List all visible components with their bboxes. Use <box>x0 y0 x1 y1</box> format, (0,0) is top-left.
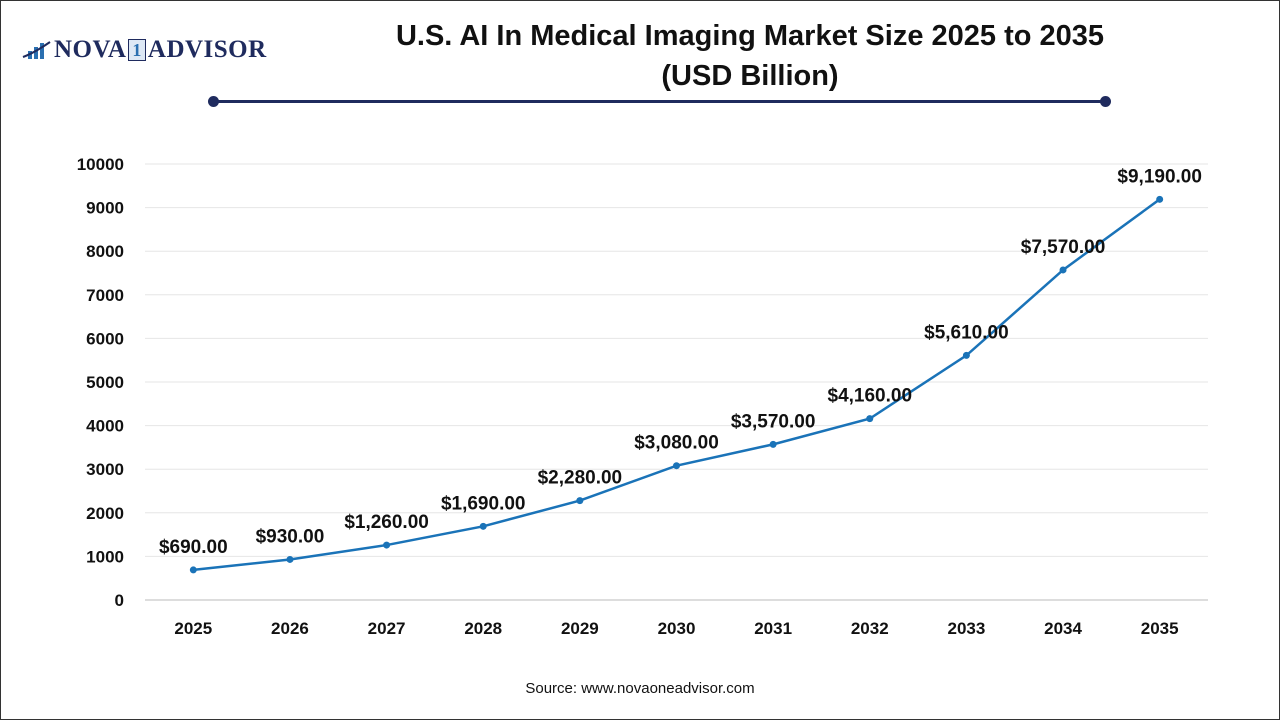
logo-text-nova: NOVA <box>54 36 127 63</box>
data-point <box>286 555 294 563</box>
data-label: $4,160.00 <box>828 386 913 407</box>
title-rule-dot-right <box>1100 96 1111 107</box>
data-label: $3,080.00 <box>634 433 719 454</box>
y-tick-label: 6000 <box>86 329 124 348</box>
source-note: Source: www.novaoneadvisor.com <box>525 680 755 697</box>
x-tick-label: 2026 <box>271 619 309 638</box>
x-tick-label: 2035 <box>1141 619 1179 638</box>
y-tick-label: 8000 <box>86 242 124 261</box>
y-tick-label: 5000 <box>86 373 124 392</box>
x-tick-label: 2030 <box>658 619 696 638</box>
data-point <box>479 522 487 530</box>
x-tick-label: 2029 <box>561 619 599 638</box>
x-tick-label: 2028 <box>464 619 502 638</box>
data-point <box>866 415 874 423</box>
y-tick-label: 3000 <box>86 460 124 479</box>
series-line <box>193 198 1161 572</box>
data-point <box>673 462 680 470</box>
y-tick-label: 0 <box>115 591 124 610</box>
x-tick-label: 2027 <box>368 619 406 638</box>
y-tick-label: 4000 <box>86 417 124 436</box>
nova-advisor-logo: NOVA 1 ADVISOR <box>22 36 267 64</box>
title-line-1: U.S. AI In Medical Imaging Market Size 2… <box>395 20 1105 52</box>
data-point <box>1156 195 1164 203</box>
title-line-2: (USD Billion) <box>661 60 839 92</box>
data-label: $7,570.00 <box>1021 237 1106 258</box>
logo-text-one: 1 <box>128 39 146 61</box>
title-rule-dot-left <box>208 96 219 107</box>
y-tick-label: 7000 <box>86 286 124 305</box>
logo-text-advisor: ADVISOR <box>147 36 267 63</box>
y-tick-label: 2000 <box>86 504 124 523</box>
data-point <box>576 497 584 505</box>
data-label: $1,690.00 <box>441 493 526 514</box>
data-point <box>962 351 970 359</box>
x-tick-label: 2032 <box>851 619 889 638</box>
y-tick-label: 9000 <box>86 199 124 218</box>
data-label: $9,190.00 <box>1117 166 1202 187</box>
data-label: $3,570.00 <box>731 411 816 432</box>
data-label: $690.00 <box>159 537 228 558</box>
y-tick-label: 1000 <box>86 547 124 566</box>
chart-title: U.S. AI In Medical Imaging Market Size 2… <box>300 16 1200 96</box>
data-point <box>189 566 197 574</box>
data-point <box>769 440 777 448</box>
data-label: $1,260.00 <box>344 512 429 533</box>
title-rule <box>213 100 1106 103</box>
data-point <box>383 541 391 549</box>
x-tick-label: 2025 <box>174 619 212 638</box>
x-tick-label: 2031 <box>754 619 792 638</box>
data-label: $2,280.00 <box>538 468 623 489</box>
data-label: $5,610.00 <box>924 322 1009 343</box>
x-tick-label: 2034 <box>1044 619 1082 638</box>
data-label: $930.00 <box>256 526 325 547</box>
x-tick-label: 2033 <box>947 619 985 638</box>
bar-chart-logo-icon <box>22 41 51 59</box>
data-point <box>1059 266 1067 274</box>
y-tick-label: 10000 <box>77 155 124 174</box>
